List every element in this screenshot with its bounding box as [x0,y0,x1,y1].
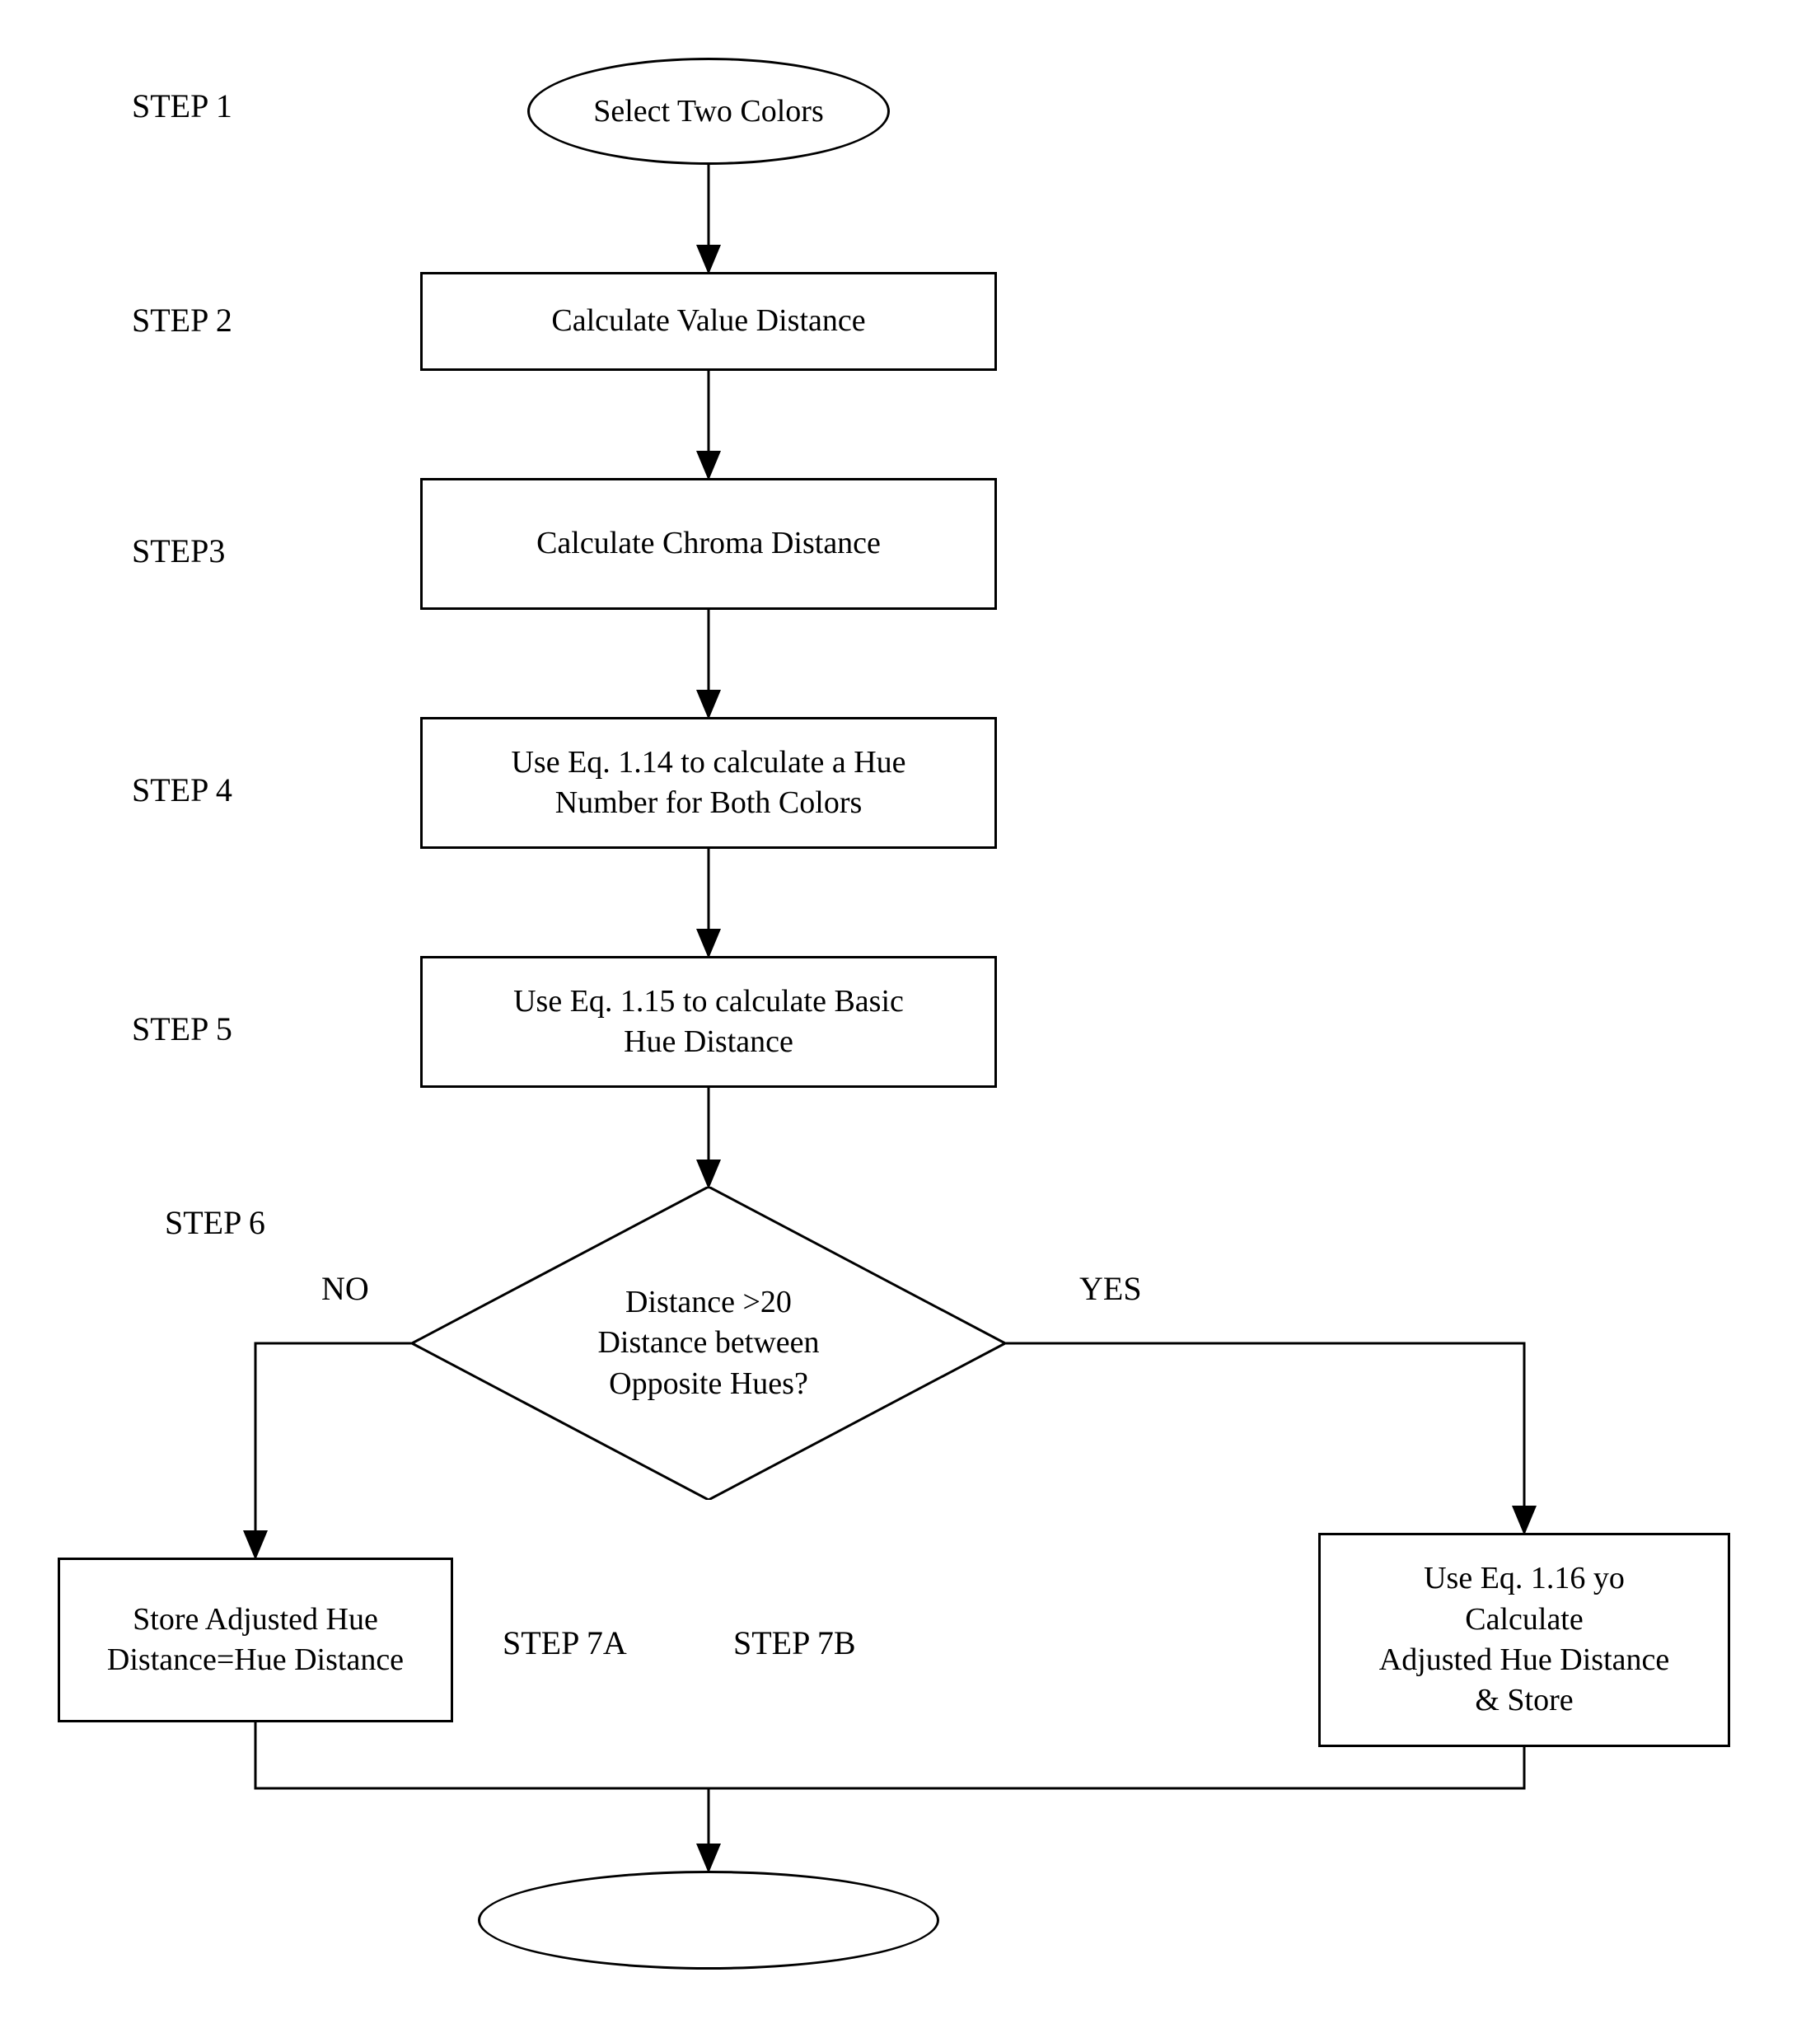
flowchart-container: STEP 1 STEP 2 STEP3 STEP 4 STEP 5 STEP 6… [33,33,1787,1991]
edges-layer [33,33,1787,1991]
